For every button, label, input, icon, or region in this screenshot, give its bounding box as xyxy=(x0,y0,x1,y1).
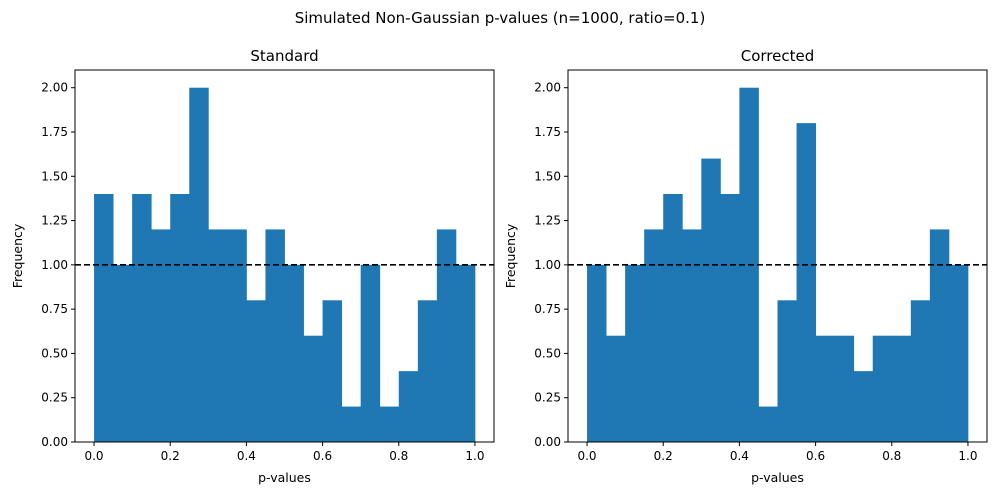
y-tick-label: 1.25 xyxy=(534,214,561,228)
histogram-bar xyxy=(891,335,912,442)
y-tick-label: 1.75 xyxy=(534,125,561,139)
y-tick-label: 1.00 xyxy=(534,258,561,272)
histogram-bar xyxy=(834,335,855,442)
x-tick-label: 0.2 xyxy=(161,449,180,463)
y-tick-label: 0.25 xyxy=(534,391,561,405)
histogram-bar xyxy=(322,300,343,442)
y-tick-label: 0.75 xyxy=(534,302,561,316)
y-tick-label: 1.25 xyxy=(41,214,68,228)
histogram-bar xyxy=(284,264,304,442)
figure-suptitle: Simulated Non-Gaussian p-values (n=1000,… xyxy=(295,9,706,27)
y-tick-label: 0.00 xyxy=(41,435,68,449)
y-tick-label: 1.50 xyxy=(534,169,561,183)
histogram-bar xyxy=(929,229,950,442)
x-tick-label: 1.0 xyxy=(958,449,977,463)
histogram-bar xyxy=(436,229,457,442)
histogram-bar xyxy=(303,335,323,442)
x-tick-label: 0.6 xyxy=(806,449,825,463)
histogram-bar xyxy=(625,264,645,442)
histogram-bar xyxy=(758,406,778,442)
chart-panel-1: 0.0 0.2 0.4 0.6 0.8 1.0 0.00 0.25 0.50 0.75 1.00 1.… xyxy=(10,47,495,485)
x-axis-label: p-values xyxy=(751,470,804,485)
y-tick-label: 0.50 xyxy=(534,346,561,360)
x-axis-label: p-values xyxy=(258,470,311,485)
y-tick-label: 1.75 xyxy=(41,125,68,139)
histogram-bar xyxy=(682,229,702,442)
x-tick-label: 0.8 xyxy=(389,449,408,463)
chart-panel-2: 0.0 0.2 0.4 0.6 0.8 1.0 0.00 0.25 0.50 0.75 1.00 1.… xyxy=(503,47,988,485)
x-tick-label: 0.4 xyxy=(730,449,749,463)
histogram-bar xyxy=(815,335,836,442)
x-tick-label: 0.4 xyxy=(237,449,256,463)
histogram-bar xyxy=(170,194,190,442)
x-tick-label: 0.0 xyxy=(84,449,103,463)
histogram-bar xyxy=(644,229,664,442)
histogram-bar xyxy=(910,300,931,442)
chart-title: Standard xyxy=(250,47,318,65)
y-tick-label: 1.50 xyxy=(41,169,68,183)
y-tick-label: 0.50 xyxy=(41,346,68,360)
histogram-bar xyxy=(948,264,969,442)
histogram-bar xyxy=(360,264,381,442)
histogram-bar xyxy=(246,300,266,442)
y-axis-label: Frequency xyxy=(503,223,518,288)
x-tick-label: 0.8 xyxy=(882,449,901,463)
histogram-bar xyxy=(417,300,438,442)
histogram-bar xyxy=(265,229,285,442)
histogram-bar xyxy=(777,300,797,442)
y-tick-label: 1.00 xyxy=(41,258,68,272)
histogram-bar xyxy=(132,194,152,442)
histogram-bar xyxy=(208,229,228,442)
y-tick-label: 2.00 xyxy=(534,81,561,95)
y-axis-label: Frequency xyxy=(10,223,25,288)
histogram-bar xyxy=(606,335,626,442)
x-tick-label: 0.6 xyxy=(313,449,332,463)
histogram-bar xyxy=(720,194,740,442)
histogram-bar xyxy=(94,194,114,442)
histogram-bar xyxy=(587,264,607,442)
histogram-bar xyxy=(853,371,874,442)
y-tick-label: 2.00 xyxy=(41,81,68,95)
histogram-bar xyxy=(398,371,419,442)
plot-frame xyxy=(567,69,988,443)
histogram-bar xyxy=(701,158,721,442)
histogram-bar xyxy=(455,264,476,442)
plot-frame xyxy=(74,69,495,443)
histogram-bar xyxy=(151,229,171,442)
histogram-bar xyxy=(113,264,133,442)
chart-title: Corrected xyxy=(741,47,815,65)
y-tick-label: 0.00 xyxy=(534,435,561,449)
histogram-bar xyxy=(379,406,400,442)
y-tick-label: 0.75 xyxy=(41,302,68,316)
y-tick-label: 0.25 xyxy=(41,391,68,405)
histogram-bar xyxy=(663,194,683,442)
histogram-bar xyxy=(796,123,816,442)
x-tick-label: 0.0 xyxy=(577,449,596,463)
histogram-bar xyxy=(341,406,362,442)
x-tick-label: 1.0 xyxy=(465,449,484,463)
histogram-bar xyxy=(227,229,247,442)
x-tick-label: 0.2 xyxy=(654,449,673,463)
histogram-bar xyxy=(189,87,209,443)
histogram-bar xyxy=(872,335,893,442)
